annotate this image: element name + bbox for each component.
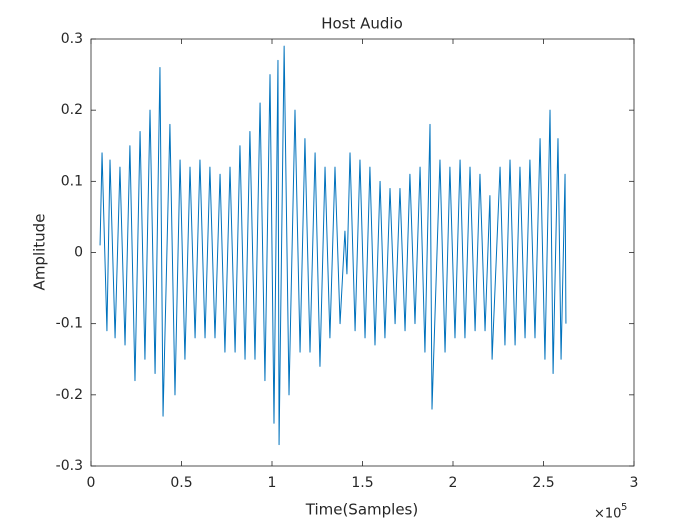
y-tick-label: 0.3 xyxy=(61,31,83,47)
y-tick-label: -0.2 xyxy=(56,387,83,403)
x-tick-label: 1.5 xyxy=(351,475,373,491)
x-tick-label: 2.5 xyxy=(532,475,554,491)
y-tick-label: 0.2 xyxy=(61,102,83,118)
x-axis-label: Time(Samples) xyxy=(305,501,418,519)
y-tick-label: -0.3 xyxy=(56,458,83,474)
x-tick-label: 1 xyxy=(268,475,277,491)
x-tick-label: 0.5 xyxy=(170,475,192,491)
y-tick-label: 0 xyxy=(74,245,83,261)
x-tick-label: 3 xyxy=(630,475,639,491)
x-exponent-power: 5 xyxy=(621,502,627,513)
waveform xyxy=(99,45,567,446)
chart-title: Host Audio xyxy=(321,15,403,33)
y-tick-label: 0.1 xyxy=(61,173,83,189)
x-tick-label: 2 xyxy=(449,475,458,491)
y-axis-label: Amplitude xyxy=(31,214,49,291)
y-tick-label: -0.1 xyxy=(56,316,83,332)
x-tick-label: 0 xyxy=(87,475,96,491)
x-exponent-base: ×10 xyxy=(594,507,621,522)
